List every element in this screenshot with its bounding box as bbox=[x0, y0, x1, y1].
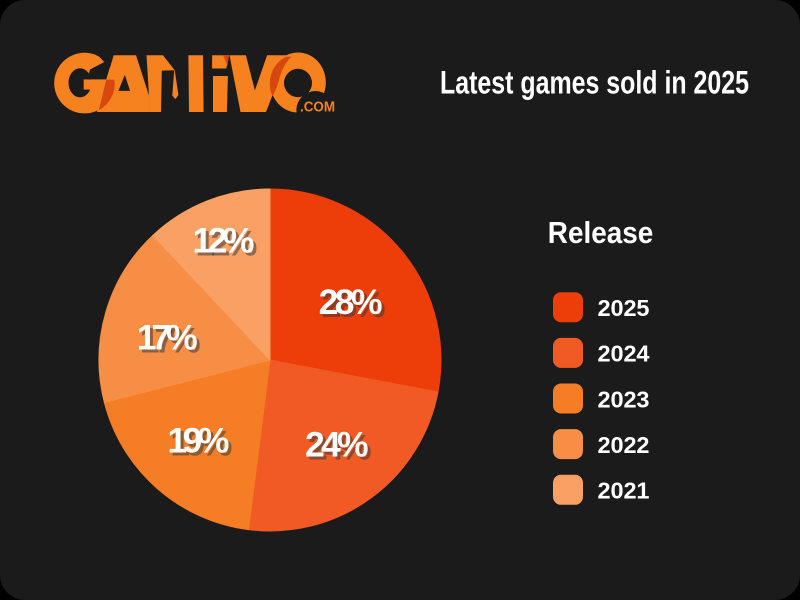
svg-text:2024: 2024 bbox=[598, 341, 650, 367]
svg-text:28%: 28% bbox=[319, 282, 383, 322]
svg-text:Release: Release bbox=[548, 215, 654, 250]
svg-text:2023: 2023 bbox=[598, 386, 650, 412]
svg-text:17%: 17% bbox=[137, 318, 198, 358]
svg-text:28%: 28% bbox=[322, 285, 386, 325]
svg-text:Latest games sold in 2025: Latest games sold in 2025 bbox=[440, 65, 749, 101]
svg-text:2022: 2022 bbox=[598, 432, 650, 458]
svg-text:2021: 2021 bbox=[598, 478, 650, 504]
svg-text:.COM: .COM bbox=[300, 99, 335, 116]
svg-text:24%: 24% bbox=[305, 425, 369, 465]
svg-text:19%: 19% bbox=[170, 424, 232, 464]
svg-text:24%: 24% bbox=[308, 428, 372, 468]
svg-text:19%: 19% bbox=[167, 421, 229, 461]
svg-text:12%: 12% bbox=[196, 223, 258, 263]
svg-text:2025: 2025 bbox=[598, 295, 650, 321]
svg-text:17%: 17% bbox=[140, 321, 201, 361]
svg-text:12%: 12% bbox=[193, 220, 255, 260]
